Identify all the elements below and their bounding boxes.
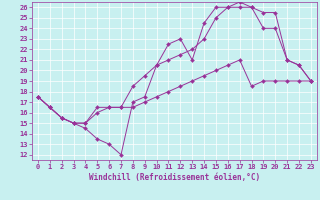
X-axis label: Windchill (Refroidissement éolien,°C): Windchill (Refroidissement éolien,°C) (89, 173, 260, 182)
